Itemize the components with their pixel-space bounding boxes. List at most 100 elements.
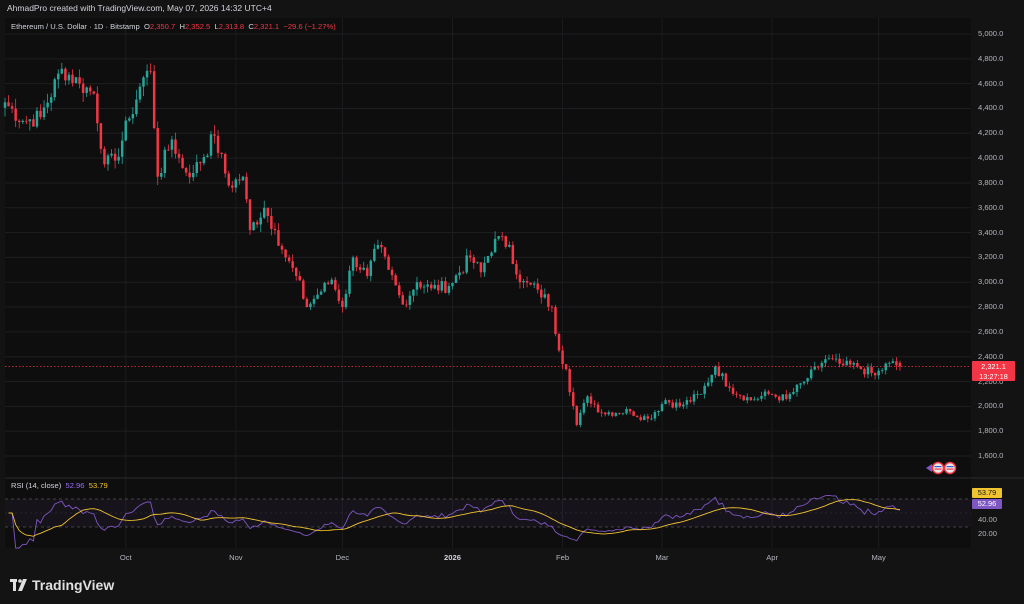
candle-up — [792, 391, 795, 394]
time-tick-label: Dec — [335, 553, 350, 562]
candle-up — [74, 77, 78, 84]
candle-down — [479, 262, 483, 273]
candle-up — [160, 173, 163, 177]
candle-up — [351, 257, 355, 271]
candle-up — [756, 398, 760, 400]
candle-down — [437, 284, 440, 291]
low-value: 2,313.8 — [218, 22, 245, 31]
price-tick-label: 2,400.0 — [978, 351, 1004, 361]
candle-down — [678, 402, 682, 407]
candle-down — [731, 387, 735, 394]
candle-down — [64, 68, 67, 81]
rsi-line — [8, 494, 901, 549]
candle-down — [291, 261, 294, 268]
candle-down — [39, 110, 42, 118]
candle-down — [99, 123, 103, 149]
candle-up — [891, 361, 895, 363]
candle-up — [643, 416, 646, 420]
candle-up — [806, 378, 809, 382]
candle-up — [106, 155, 110, 165]
candle-down — [103, 148, 106, 165]
candle-up — [621, 413, 625, 415]
rsi-name[interactable]: RSI (14, close) — [11, 481, 62, 490]
candle-up — [866, 367, 870, 375]
candle-down — [174, 139, 177, 154]
candle-down — [689, 400, 692, 402]
candle-down — [88, 87, 92, 92]
candle-up — [880, 370, 884, 372]
candle-down — [366, 267, 369, 277]
candle-down — [856, 363, 859, 367]
candle-down — [326, 282, 330, 285]
candle-up — [117, 156, 120, 161]
candle-up — [877, 370, 880, 376]
symbol-name[interactable]: Ethereum / U.S. Dollar · 1D · Bitstamp — [11, 22, 140, 31]
candle-down — [777, 396, 781, 401]
candle-down — [245, 176, 248, 200]
candle-up — [422, 286, 426, 288]
candle-up — [650, 418, 653, 420]
candle-up — [28, 119, 32, 122]
candle-up — [433, 284, 436, 289]
candle-down — [841, 363, 845, 366]
candle-up — [263, 207, 266, 218]
candle-down — [199, 162, 202, 164]
candle-up — [376, 245, 380, 249]
candle-down — [554, 307, 557, 335]
candle-down — [873, 373, 877, 376]
candle-up — [163, 149, 167, 174]
candle-down — [96, 93, 99, 124]
candle-down — [394, 275, 397, 286]
price-pane[interactable] — [5, 18, 971, 478]
candle-up — [827, 358, 831, 360]
price-tick-label: 2,800.0 — [978, 302, 1004, 312]
candle-up — [21, 120, 25, 122]
time-tick-label: Oct — [119, 553, 132, 562]
high-key: H — [179, 22, 185, 31]
candle-up — [42, 107, 46, 118]
candle-down — [838, 358, 841, 364]
candle-down — [223, 153, 227, 174]
time-tick-label: Mar — [655, 553, 669, 562]
candle-up — [884, 363, 888, 371]
candle-up — [35, 110, 39, 127]
candle-down — [749, 397, 753, 401]
time-tick-label: Feb — [556, 553, 570, 562]
candle-down — [287, 257, 291, 262]
candle-down — [870, 367, 873, 374]
candle-up — [3, 102, 7, 108]
candle-up — [323, 282, 326, 292]
candle-down — [277, 230, 280, 246]
price-tick-label: 2,200.0 — [978, 376, 1004, 386]
low-key: L — [214, 22, 219, 31]
candle-up — [809, 369, 813, 379]
candle-down — [10, 106, 14, 109]
candle-up — [685, 400, 689, 405]
candle-up — [373, 248, 376, 261]
candle-down — [561, 350, 564, 365]
candle-down — [284, 249, 287, 258]
candle-up — [145, 70, 149, 78]
candle-down — [405, 304, 408, 306]
candle-up — [60, 68, 64, 74]
brand-footer: TradingView — [0, 570, 300, 600]
candle-up — [458, 272, 461, 276]
candle-up — [699, 393, 703, 395]
candle-down — [213, 134, 216, 136]
candle-down — [671, 402, 674, 408]
candle-up — [657, 410, 660, 413]
candle-up — [721, 373, 724, 377]
candle-up — [362, 267, 365, 270]
candle-down — [468, 255, 472, 258]
candle-up — [138, 86, 142, 100]
candle-down — [461, 272, 465, 274]
candle-up — [330, 279, 333, 285]
candle-up — [415, 282, 419, 290]
time-tick-label: May — [871, 553, 886, 562]
candle-down — [397, 285, 401, 296]
event-flags-icon[interactable] — [924, 461, 960, 475]
candle-down — [383, 247, 387, 257]
candle-up — [135, 99, 138, 115]
candle-up — [67, 74, 71, 81]
